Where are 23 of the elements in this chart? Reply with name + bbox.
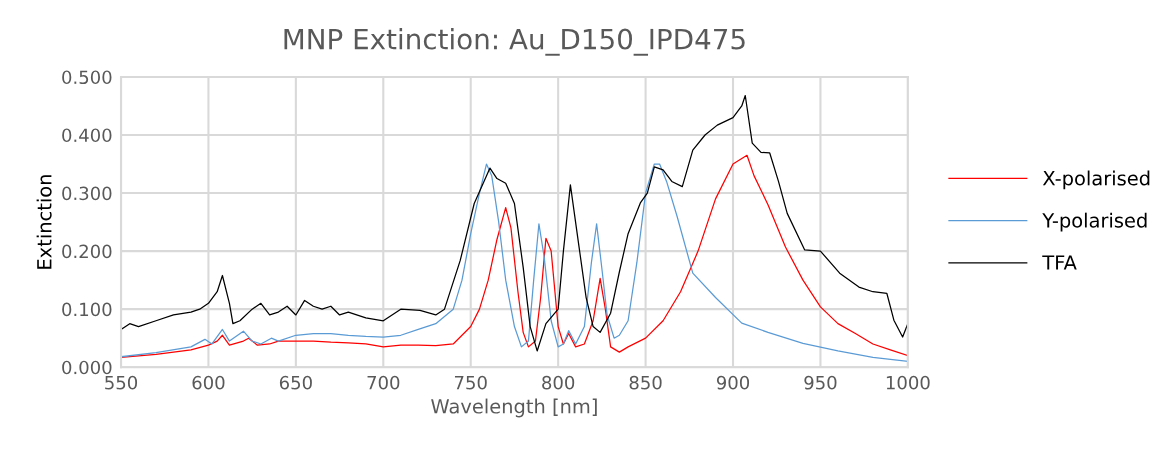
y-tick-label: 0.500 xyxy=(62,70,112,85)
legend-label: Y-polarised xyxy=(1042,212,1147,232)
x-tick-label: 900 xyxy=(716,375,750,390)
x-tick-label: 950 xyxy=(804,375,837,390)
y-tick-label: 0.200 xyxy=(62,244,112,259)
x-tick-label: 850 xyxy=(629,375,662,390)
x-tick-label: 600 xyxy=(192,375,225,390)
x-tick-label: 550 xyxy=(105,375,138,390)
x-tick-label: 750 xyxy=(454,375,487,390)
y-tick-label: 0.000 xyxy=(62,360,112,375)
y-tick-label: 0.100 xyxy=(62,302,112,317)
line-series xyxy=(121,94,908,352)
y-tick-label: 0.400 xyxy=(62,128,112,143)
y-axis-title: Extinction xyxy=(36,175,52,269)
y-tick-label: 0.300 xyxy=(62,186,112,201)
chart-title: MNP Extinction: Au_D150_IPD475 xyxy=(284,28,745,56)
x-tick-label: 800 xyxy=(542,375,575,390)
legend-label: TFA xyxy=(1042,255,1077,270)
x-axis-title: Wavelength [nm] xyxy=(431,398,597,418)
x-tick-label: 650 xyxy=(279,375,312,390)
x-tick-label: 1000 xyxy=(886,375,930,390)
x-tick-label: 700 xyxy=(367,375,400,390)
legend-label: X-polarised xyxy=(1042,170,1150,190)
